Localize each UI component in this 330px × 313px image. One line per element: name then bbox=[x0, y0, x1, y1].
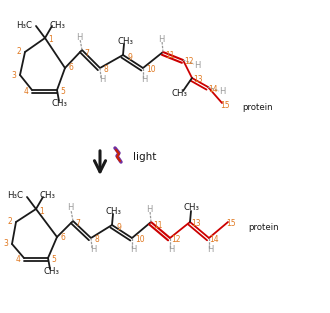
Text: 12: 12 bbox=[171, 235, 181, 244]
Text: 7: 7 bbox=[84, 49, 89, 58]
Text: 7: 7 bbox=[76, 219, 81, 228]
Text: 5: 5 bbox=[51, 255, 56, 264]
Text: 1: 1 bbox=[40, 207, 44, 215]
Text: 8: 8 bbox=[104, 65, 108, 74]
Text: H: H bbox=[76, 33, 82, 42]
Text: 5: 5 bbox=[61, 88, 65, 96]
Text: 10: 10 bbox=[146, 65, 156, 74]
Text: 15: 15 bbox=[226, 219, 236, 228]
Text: H₃C: H₃C bbox=[7, 192, 23, 201]
Text: CH₃: CH₃ bbox=[52, 100, 68, 109]
Text: CH₃: CH₃ bbox=[40, 192, 56, 201]
Text: H: H bbox=[67, 203, 73, 213]
Text: 15: 15 bbox=[220, 100, 230, 110]
Text: CH₃: CH₃ bbox=[184, 203, 200, 213]
Text: 10: 10 bbox=[135, 235, 145, 244]
Text: 2: 2 bbox=[16, 48, 21, 57]
Text: protein: protein bbox=[248, 223, 279, 232]
Text: light: light bbox=[133, 152, 156, 162]
Text: 3: 3 bbox=[12, 70, 16, 80]
Text: 11: 11 bbox=[153, 220, 163, 229]
Text: H: H bbox=[90, 245, 96, 254]
Text: CH₃: CH₃ bbox=[43, 268, 59, 276]
Text: 13: 13 bbox=[193, 75, 203, 85]
Text: H: H bbox=[99, 75, 105, 85]
Text: 4: 4 bbox=[23, 88, 28, 96]
Text: CH₃: CH₃ bbox=[172, 89, 188, 98]
Text: 12: 12 bbox=[184, 58, 194, 66]
Text: 11: 11 bbox=[165, 50, 175, 59]
Text: H: H bbox=[146, 204, 152, 213]
Text: 4: 4 bbox=[16, 255, 20, 264]
Text: H: H bbox=[158, 34, 164, 44]
Text: H: H bbox=[219, 88, 225, 96]
Text: 6: 6 bbox=[61, 233, 65, 242]
Text: protein: protein bbox=[242, 104, 273, 112]
Text: H₃C: H₃C bbox=[16, 20, 32, 29]
Text: H: H bbox=[207, 245, 213, 254]
Text: 2: 2 bbox=[8, 218, 13, 227]
Text: 14: 14 bbox=[208, 85, 218, 94]
Text: 8: 8 bbox=[95, 235, 99, 244]
Text: H: H bbox=[130, 245, 136, 254]
Text: 14: 14 bbox=[209, 235, 219, 244]
Text: 9: 9 bbox=[116, 223, 121, 232]
Text: H: H bbox=[141, 75, 147, 85]
Text: CH₃: CH₃ bbox=[117, 37, 133, 45]
Text: CH₃: CH₃ bbox=[106, 207, 122, 215]
Text: 3: 3 bbox=[4, 239, 9, 249]
Text: 1: 1 bbox=[49, 35, 53, 44]
Text: 13: 13 bbox=[191, 219, 201, 228]
Text: 6: 6 bbox=[69, 64, 74, 73]
Text: 9: 9 bbox=[128, 53, 132, 61]
Text: H: H bbox=[168, 245, 174, 254]
Text: H: H bbox=[194, 60, 200, 69]
Text: CH₃: CH₃ bbox=[49, 20, 65, 29]
